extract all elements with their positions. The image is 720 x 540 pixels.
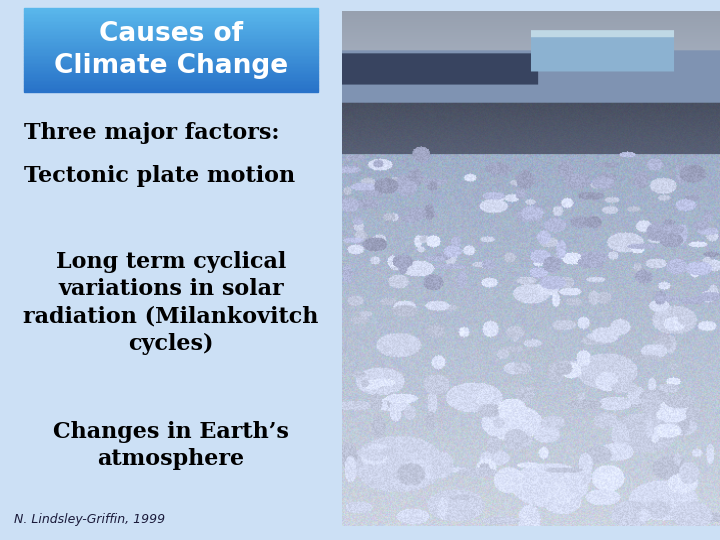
Bar [24,36,318,37]
Bar [24,79,318,80]
Bar [24,16,318,18]
Bar [24,77,318,78]
Bar [24,73,318,75]
Bar [24,40,318,42]
Bar [24,33,318,35]
Bar [24,42,318,43]
Bar [24,72,318,73]
Bar [24,54,318,56]
Bar [24,70,318,71]
Bar [24,50,318,51]
Bar [24,49,318,50]
Bar [24,43,318,44]
Bar [24,23,318,25]
Bar [24,87,318,89]
Text: Changes in Earth’s
atmosphere: Changes in Earth’s atmosphere [53,421,289,470]
Bar [24,30,318,32]
Bar [24,66,318,68]
Bar [24,64,318,65]
Bar [24,58,318,60]
Bar [24,65,318,67]
Bar [24,18,318,19]
Bar [24,57,318,58]
Bar [24,35,318,36]
Bar [24,22,318,23]
Bar [24,82,318,84]
Bar [24,63,318,64]
Bar [24,19,318,21]
Bar [24,21,318,22]
Bar [24,28,318,29]
Bar [24,75,318,77]
Bar [24,32,318,33]
Bar [24,56,318,57]
Bar [24,14,318,15]
Text: Causes of
Climate Change: Causes of Climate Change [54,21,288,79]
Bar [24,71,318,72]
Text: Three major factors:: Three major factors: [24,122,279,144]
Bar [24,85,318,86]
Bar [24,90,318,92]
Bar [24,51,318,53]
Bar [24,26,318,28]
Bar [24,10,318,11]
Bar [24,29,318,30]
Text: Tectonic plate motion: Tectonic plate motion [24,165,295,187]
Bar [24,47,318,49]
Bar [24,60,318,61]
Bar [24,86,318,87]
Text: N. Lindsley-Griffin, 1999: N. Lindsley-Griffin, 1999 [14,514,165,526]
Bar [24,44,318,46]
Text: Long term cyclical
variations in solar
radiation (Milankovitch
cycles): Long term cyclical variations in solar r… [23,251,319,355]
Bar [24,53,318,54]
Bar [24,83,318,85]
Bar [24,8,318,10]
Bar [24,37,318,39]
Bar [24,11,318,12]
Bar [24,61,318,63]
Bar [24,25,318,26]
Bar [24,46,318,47]
Bar [24,15,318,16]
Bar [24,89,318,90]
Bar [24,12,318,14]
Bar [24,78,318,79]
Bar [24,68,318,70]
Bar [24,39,318,40]
Bar [24,80,318,82]
